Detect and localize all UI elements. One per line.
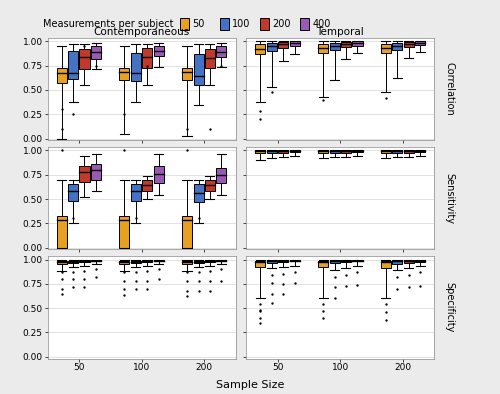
Bar <box>380 151 390 153</box>
Bar <box>194 260 203 264</box>
Bar <box>290 41 300 46</box>
Bar <box>80 260 90 262</box>
Bar <box>392 43 402 50</box>
Bar <box>404 260 413 264</box>
Bar <box>290 151 300 152</box>
Bar <box>216 168 226 184</box>
Bar <box>120 68 130 80</box>
Bar <box>154 166 164 184</box>
Bar <box>142 180 152 191</box>
Bar <box>330 43 340 50</box>
Text: 400: 400 <box>312 19 330 29</box>
Bar <box>56 260 66 264</box>
Bar <box>56 216 66 247</box>
Text: Correlation: Correlation <box>444 62 454 116</box>
Bar <box>80 166 90 182</box>
Bar <box>91 164 101 180</box>
Bar <box>267 260 277 264</box>
Text: 50: 50 <box>192 19 205 29</box>
Bar <box>267 151 277 153</box>
Bar <box>68 260 78 264</box>
Bar <box>205 260 215 262</box>
Bar <box>318 260 328 267</box>
Bar <box>56 68 66 83</box>
Bar <box>341 151 351 153</box>
Bar <box>380 260 390 268</box>
Text: 200: 200 <box>272 19 290 29</box>
Bar <box>267 43 277 51</box>
Bar <box>182 216 192 247</box>
Bar <box>91 260 101 262</box>
Bar <box>260 18 269 30</box>
Bar <box>131 53 141 81</box>
Bar <box>205 180 215 191</box>
Bar <box>68 184 78 201</box>
Bar <box>182 68 192 80</box>
Bar <box>352 260 362 262</box>
Text: Sensitivity: Sensitivity <box>444 173 454 223</box>
Bar <box>415 41 425 45</box>
Bar <box>256 151 266 153</box>
Bar <box>142 48 152 68</box>
Bar <box>216 46 226 57</box>
Bar <box>318 45 328 53</box>
Bar <box>318 151 328 153</box>
Title: Temporal: Temporal <box>316 27 364 37</box>
Bar <box>415 260 425 262</box>
Bar <box>404 151 413 153</box>
Text: 100: 100 <box>232 19 250 29</box>
Title: Contemporaneous: Contemporaneous <box>94 27 190 37</box>
Bar <box>415 151 425 152</box>
Bar <box>182 260 192 264</box>
Bar <box>392 151 402 153</box>
Text: Specificity: Specificity <box>444 282 454 332</box>
Bar <box>68 51 78 79</box>
Bar <box>330 260 340 264</box>
Text: Sample Size: Sample Size <box>216 380 284 390</box>
Bar <box>154 260 164 262</box>
Bar <box>154 46 164 56</box>
Bar <box>80 49 90 69</box>
Bar <box>278 260 288 262</box>
Bar <box>216 260 226 262</box>
Bar <box>341 260 351 262</box>
Bar <box>341 43 351 47</box>
Bar <box>290 260 300 262</box>
Bar <box>131 260 141 264</box>
Bar <box>380 45 390 53</box>
Bar <box>220 18 229 30</box>
Text: Measurements per subject: Measurements per subject <box>43 19 174 29</box>
Bar <box>120 216 130 247</box>
Bar <box>142 260 152 262</box>
Bar <box>278 151 288 153</box>
Bar <box>256 260 266 267</box>
Bar <box>404 43 413 47</box>
Bar <box>131 184 141 201</box>
Bar <box>120 260 130 264</box>
Bar <box>278 43 288 48</box>
Bar <box>180 18 189 30</box>
Bar <box>205 49 215 68</box>
Bar <box>300 18 308 30</box>
Bar <box>330 151 340 153</box>
Bar <box>194 54 203 85</box>
Bar <box>91 46 101 59</box>
Bar <box>194 184 203 202</box>
Bar <box>392 260 402 264</box>
Bar <box>256 45 266 54</box>
Bar <box>352 41 362 46</box>
Bar <box>352 151 362 152</box>
